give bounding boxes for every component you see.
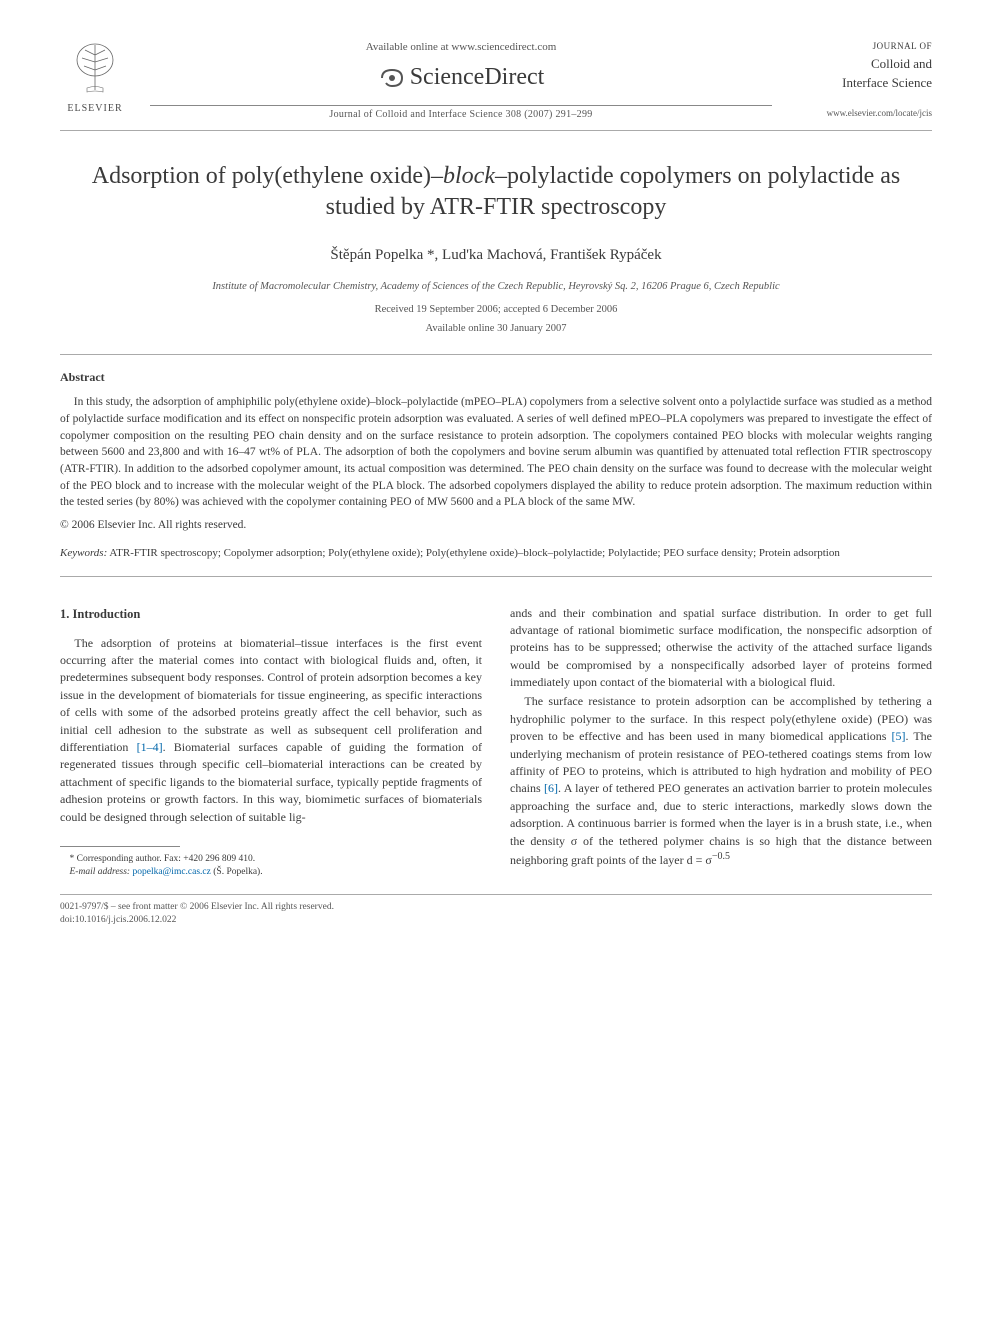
received-date: Received 19 September 2006; accepted 6 D…: [60, 303, 932, 318]
corresponding-footnote: * Corresponding author. Fax: +420 296 80…: [60, 853, 482, 866]
email-suffix: (Š. Popelka).: [211, 867, 263, 877]
journal-name-line1: Colloid and: [792, 54, 932, 74]
keywords-label: Keywords:: [60, 547, 107, 559]
abstract-rule-top: [60, 354, 932, 355]
keywords-text: ATR-FTIR spectroscopy; Copolymer adsorpt…: [107, 547, 840, 559]
footnote-rule: [60, 846, 180, 847]
intro-text-1a: The adsorption of proteins at biomateria…: [60, 636, 482, 754]
journal-citation: Journal of Colloid and Interface Science…: [150, 108, 772, 122]
title-part1: Adsorption of poly(ethylene oxide)–: [92, 163, 443, 189]
available-date: Available online 30 January 2007: [60, 322, 932, 337]
header-row: ELSEVIER Available online at www.science…: [60, 40, 932, 122]
sciencedirect-icon: [378, 64, 406, 92]
sciencedirect-brand: ScienceDirect: [150, 61, 772, 95]
journal-url: www.elsevier.com/locate/jcis: [792, 107, 932, 121]
exponent: −0.5: [712, 851, 730, 862]
journal-title-box: JOURNAL OF Colloid and Interface Science…: [792, 40, 932, 120]
journal-name-line2: Interface Science: [792, 73, 932, 93]
journal-of-label: JOURNAL OF: [792, 40, 932, 54]
affiliation: Institute of Macromolecular Chemistry, A…: [60, 280, 932, 295]
email-label: E-mail address:: [70, 867, 131, 877]
elsevier-label: ELSEVIER: [60, 102, 130, 116]
intro-para-1-cont: ands and their combination and spatial s…: [510, 605, 932, 692]
intro-para-2: The surface resistance to protein adsorp…: [510, 693, 932, 869]
article-title: Adsorption of poly(ethylene oxide)–block…: [60, 161, 932, 223]
right-column: ands and their combination and spatial s…: [510, 605, 932, 880]
left-column: 1. Introduction The adsorption of protei…: [60, 605, 482, 880]
abstract-copyright: © 2006 Elsevier Inc. All rights reserved…: [60, 517, 932, 533]
elsevier-logo: ELSEVIER: [60, 40, 130, 116]
header-rule-1: [150, 105, 772, 106]
abstract-heading: Abstract: [60, 369, 932, 386]
email-footnote: E-mail address: popelka@imc.cas.cz (Š. P…: [60, 866, 482, 879]
intro-text-2a: The surface resistance to protein adsorp…: [510, 694, 932, 743]
intro-heading: 1. Introduction: [60, 605, 482, 623]
center-header: Available online at www.sciencedirect.co…: [130, 40, 792, 122]
header-rule-2: [60, 130, 932, 131]
sciencedirect-text: ScienceDirect: [410, 61, 545, 95]
elsevier-tree-icon: [70, 40, 120, 95]
available-online-text: Available online at www.sciencedirect.co…: [150, 40, 772, 55]
bottom-rule: [60, 894, 932, 895]
authors: Štěpán Popelka *, Lud'ka Machová, Franti…: [60, 245, 932, 266]
body-columns: 1. Introduction The adsorption of protei…: [60, 605, 932, 880]
doi: doi:10.1016/j.jcis.2006.12.022: [60, 914, 932, 927]
intro-para-1: The adsorption of proteins at biomateria…: [60, 635, 482, 826]
email-address[interactable]: popelka@imc.cas.cz: [132, 867, 210, 877]
ref-link-1-4[interactable]: [1–4]: [137, 740, 163, 754]
title-italic: block: [443, 163, 495, 189]
keywords-rule: [60, 576, 932, 577]
abstract-text: In this study, the adsorption of amphiph…: [60, 394, 932, 511]
keywords: Keywords: ATR-FTIR spectroscopy; Copolym…: [60, 545, 932, 562]
ref-link-5[interactable]: [5]: [892, 729, 906, 743]
ref-link-6[interactable]: [6]: [544, 781, 558, 795]
issn-copyright: 0021-9797/$ – see front matter © 2006 El…: [60, 901, 932, 914]
